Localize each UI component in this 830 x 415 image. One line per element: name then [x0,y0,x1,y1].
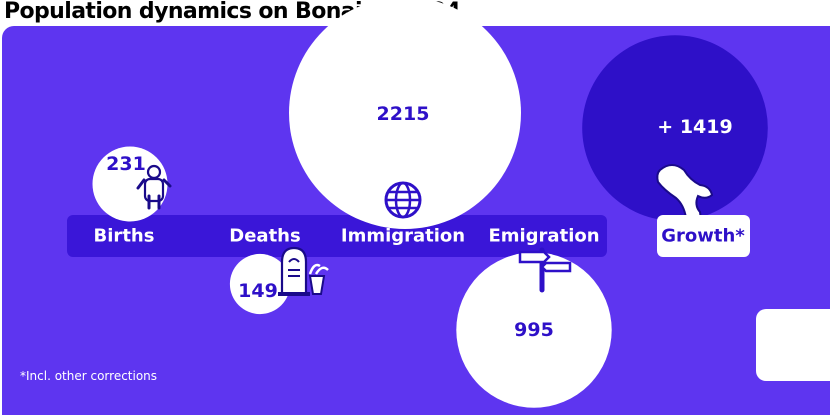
value-label: 2215 [376,103,430,125]
baby-icon [136,164,172,210]
bubble-deaths [229,253,291,315]
footnote: *Incl. other corrections [20,369,158,383]
category-label: Births [93,225,155,247]
signpost-icon [518,247,572,293]
bonaire-island-icon [656,164,714,228]
value-label: + 1419 [657,116,733,138]
value-label: 995 [514,319,554,341]
value-label: 231 [106,153,146,175]
globe-icon [384,181,422,219]
bubble-immigration [289,0,521,229]
gravestone-icon [278,246,329,296]
bubble-emigration [456,252,612,408]
category-label: Emigration [488,225,600,247]
bubble-growth [582,35,768,221]
value-label: 149 [238,280,278,302]
category-label: Deaths [229,225,301,247]
category-label: Immigration [340,225,466,247]
bubbles [92,0,768,408]
logo-box [756,309,830,381]
category-label: Growth* [661,225,745,247]
growth-label-box [657,215,750,257]
category-band [67,215,607,257]
